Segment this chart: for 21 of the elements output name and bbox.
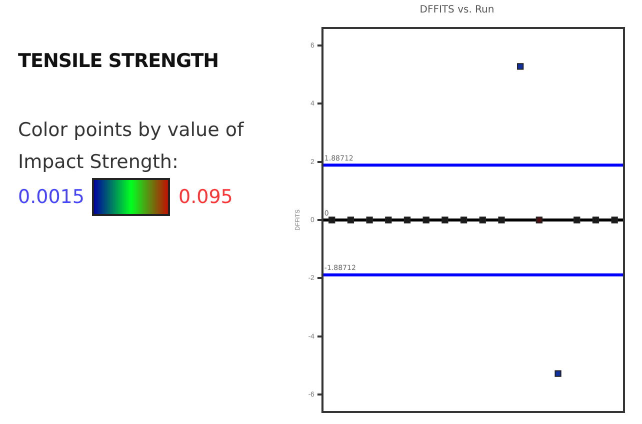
point <box>442 216 448 224</box>
text: TENSILE STRENGTH <box>18 50 220 72</box>
point <box>366 216 373 224</box>
point <box>385 216 392 224</box>
point <box>422 216 430 224</box>
point <box>328 216 336 224</box>
text: 0.0015 <box>18 186 84 208</box>
point <box>554 370 562 377</box>
point <box>498 216 505 224</box>
point <box>592 216 600 224</box>
point <box>517 63 524 70</box>
color-bar-title: Color points by value of Impact Strength: <box>18 118 245 175</box>
point <box>460 216 468 224</box>
point <box>404 216 411 224</box>
chart-title: DFFITS vs. Run <box>420 4 494 16</box>
point <box>574 216 580 224</box>
point <box>347 216 354 224</box>
point <box>479 216 486 224</box>
point <box>536 216 543 224</box>
point <box>611 216 618 224</box>
text: 0.095 <box>178 186 233 208</box>
